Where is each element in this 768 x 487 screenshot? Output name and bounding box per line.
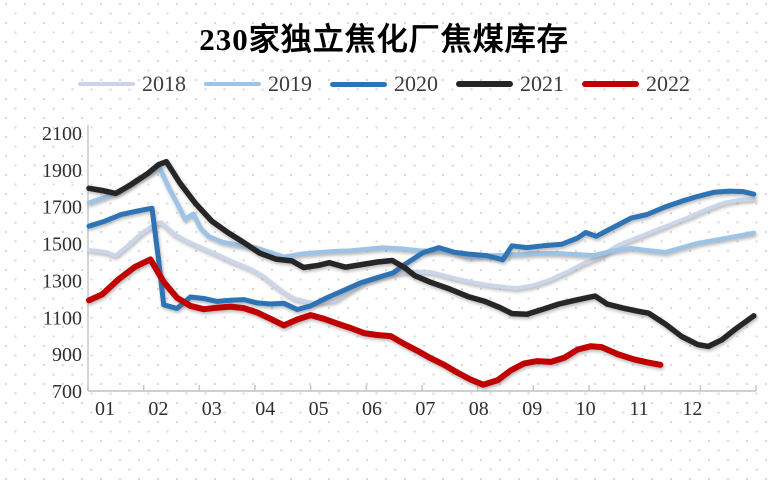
legend-item-2020: 2020	[330, 73, 438, 95]
y-axis-tick-label: 2100	[42, 123, 82, 145]
legend-label-2022: 2022	[646, 71, 690, 96]
x-axis-tick-label: 08	[469, 398, 489, 420]
x-axis-tick-label: 03	[202, 398, 222, 420]
x-axis-tick-label: 01	[95, 398, 115, 420]
legend-swatch-2018	[78, 82, 135, 86]
y-axis-tick-label: 700	[52, 381, 82, 403]
legend-item-2018: 2018	[78, 73, 186, 95]
legend-item-2021: 2021	[456, 73, 564, 95]
legend-swatch-2021	[456, 81, 513, 87]
y-axis-tick-label: 900	[52, 344, 82, 366]
y-axis-tick-label: 1300	[42, 270, 82, 292]
legend-label-2020: 2020	[394, 71, 438, 96]
series-line-2019	[86, 165, 757, 260]
x-axis-tick-label: 07	[415, 398, 435, 420]
legend-swatch-2020	[330, 81, 387, 87]
x-axis-tick-label: 09	[522, 398, 542, 420]
legend-item-2022: 2022	[582, 73, 690, 95]
x-axis-tick-label: 04	[255, 398, 275, 420]
legend-item-2019: 2019	[204, 73, 312, 95]
chart-title: 230家独立焦化厂焦煤库存	[199, 22, 569, 57]
legend: 2018 2019 2020 2021 2022	[0, 70, 768, 98]
y-axis-tick-label: 1700	[42, 197, 82, 219]
legend-label-2021: 2021	[520, 71, 564, 96]
x-axis-tick-label: 05	[309, 398, 329, 420]
y-axis-tick-label: 1900	[42, 160, 82, 182]
legend-swatch-2022	[582, 81, 639, 87]
legend-label-2019: 2019	[268, 71, 312, 96]
x-axis-tick-label: 10	[576, 398, 596, 420]
x-axis-tick-label: 06	[362, 398, 382, 420]
x-axis-tick-label: 02	[148, 398, 168, 420]
y-axis-tick-label: 1100	[43, 307, 82, 329]
legend-label-2018: 2018	[142, 71, 186, 96]
series-line-2021	[86, 158, 757, 350]
x-axis-tick-label: 12	[682, 398, 702, 420]
y-axis-tick-label: 1500	[42, 234, 82, 256]
series-line-2022	[86, 256, 664, 388]
legend-swatch-2019	[204, 81, 261, 87]
x-axis-tick-label: 11	[629, 398, 648, 420]
